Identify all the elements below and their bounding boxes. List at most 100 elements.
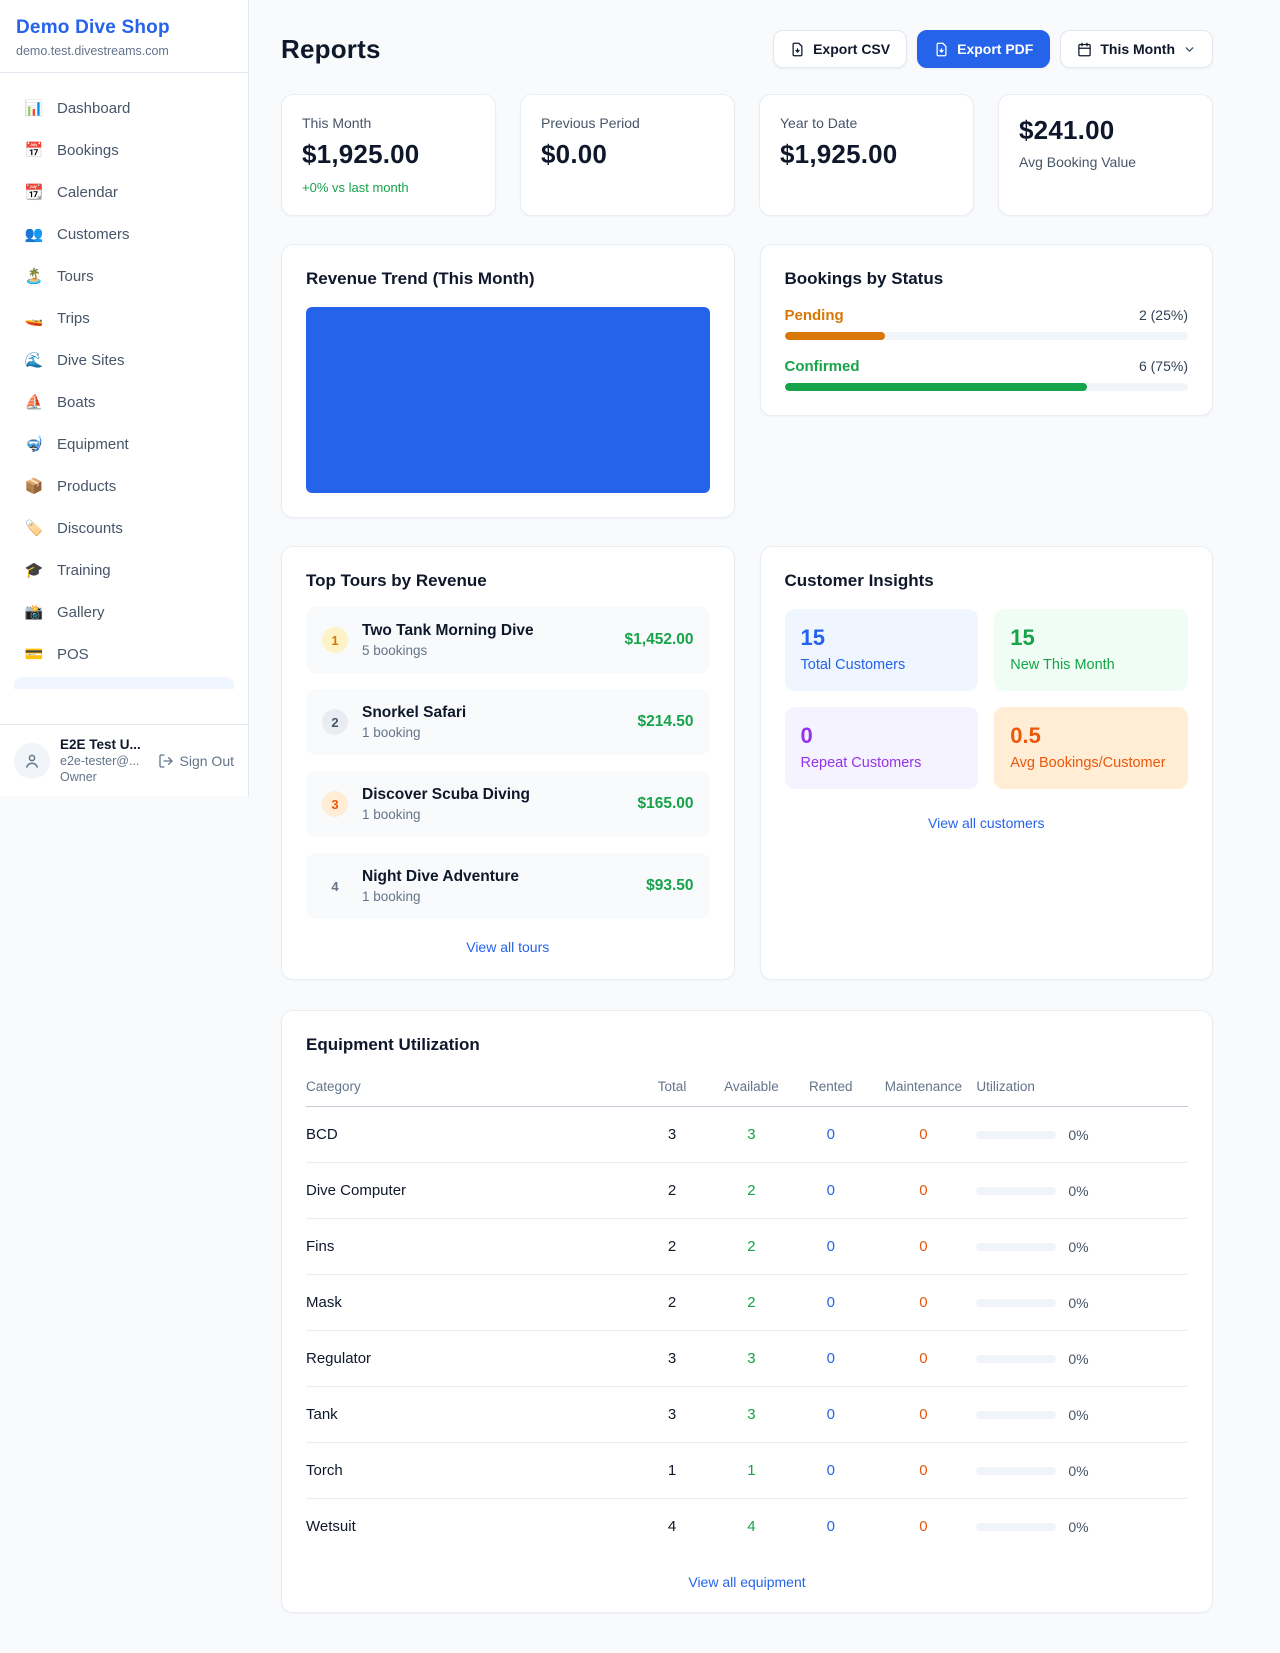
- sidebar-item-label: Dive Sites: [57, 351, 125, 369]
- column-header: Rented: [791, 1069, 871, 1107]
- export-csv-label: Export CSV: [813, 41, 891, 57]
- cell-rented: 0: [826, 1518, 835, 1535]
- sidebar-item-label: Bookings: [57, 141, 119, 159]
- user-role: Owner: [60, 770, 97, 784]
- utilization-percent: 0%: [1068, 1462, 1089, 1479]
- cell-total: 4: [667, 1518, 677, 1535]
- status-bar-track: [784, 332, 1188, 340]
- sidebar-item-label: Boats: [57, 393, 96, 411]
- status-value: 6 (75%): [1138, 358, 1188, 374]
- sign-out-button[interactable]: Sign Out: [158, 753, 234, 769]
- sidebar-item-products[interactable]: 📦 Products: [14, 467, 234, 505]
- cell-rented: 0: [791, 1218, 871, 1275]
- export-pdf-button[interactable]: Export PDF: [917, 30, 1051, 68]
- dashboard-icon: 📊: [24, 100, 44, 117]
- sidebar-item-calendar[interactable]: 📆 Calendar: [14, 173, 234, 211]
- sidebar-item-label: Discounts: [57, 519, 123, 537]
- sidebar-item-label: Trips: [57, 309, 90, 327]
- sidebar-item-reports-partial[interactable]: [14, 677, 234, 689]
- tag-icon: 🏷️: [24, 520, 44, 537]
- cell-rented: 0: [791, 1442, 871, 1499]
- page-header: Reports Export CSV Export PDF This Month: [281, 30, 1213, 68]
- view-all-equipment-link[interactable]: View all equipment: [688, 1574, 806, 1590]
- cell-rented: 0: [791, 1386, 871, 1443]
- equipment-utilization-title: Equipment Utilization: [306, 1035, 480, 1054]
- cell-maintenance: 0: [870, 1442, 977, 1499]
- calendar-outline-icon: [1078, 42, 1092, 56]
- status-value: 2 (25%): [1138, 307, 1188, 323]
- status-bar-fill: [784, 332, 886, 340]
- sidebar-item-gallery[interactable]: 📸 Gallery: [14, 593, 234, 631]
- utilization-bar: [976, 1354, 1057, 1363]
- customer-insights-title: Customer Insights: [784, 571, 934, 590]
- utilization-bar: [976, 1466, 1057, 1475]
- insight-label: Avg Bookings/Customer: [1010, 755, 1166, 771]
- tour-name: Two Tank Morning Dive: [362, 622, 534, 639]
- stat-card-previous-period: Previous Period $0.00: [520, 94, 735, 216]
- user-email: e2e-tester@...: [60, 754, 140, 768]
- sidebar-item-discounts[interactable]: 🏷️ Discounts: [14, 509, 234, 547]
- tour-revenue: $165.00: [637, 795, 694, 812]
- sidebar-nav: 📊 Dashboard 📅 Bookings 📆 Calendar 👥 Cust…: [0, 73, 248, 724]
- cell-total: 2: [632, 1274, 712, 1331]
- sidebar-item-training[interactable]: 🎓 Training: [14, 551, 234, 589]
- view-all-customers-link[interactable]: View all customers: [928, 815, 1045, 831]
- export-csv-button[interactable]: Export CSV: [773, 30, 908, 68]
- shop-name-link[interactable]: Demo Dive Shop: [16, 17, 170, 38]
- sidebar-item-boats[interactable]: ⛵ Boats: [14, 383, 234, 421]
- sidebar-item-customers[interactable]: 👥 Customers: [14, 215, 234, 253]
- speedboat-icon: 🚤: [24, 310, 44, 327]
- top-tours-title: Top Tours by Revenue: [306, 571, 487, 590]
- utilization-percent: 0%: [1068, 1350, 1089, 1367]
- sidebar-item-label: Dashboard: [57, 99, 131, 117]
- list-item: 1 Two Tank Morning Dive 5 bookings $1,45…: [306, 607, 710, 673]
- insight-tile-total-customers: 15 Total Customers: [784, 609, 979, 691]
- table-row: Regulator 3 3 0 0 0%: [306, 1330, 1188, 1387]
- list-item: 4 Night Dive Adventure 1 booking $93.50: [306, 853, 710, 919]
- stat-value: $1,925.00: [780, 139, 898, 169]
- avatar: [14, 742, 50, 779]
- sidebar-item-pos[interactable]: 💳 POS: [14, 635, 234, 673]
- equipment-table: Category Total Available Rented Maintena…: [306, 1069, 1188, 1554]
- utilization-percent: 0%: [1068, 1518, 1089, 1535]
- customer-insights-card: Customer Insights 15 Total Customers 15 …: [759, 546, 1213, 980]
- tour-bookings: 5 bookings: [362, 643, 428, 658]
- period-label: This Month: [1100, 41, 1175, 57]
- sidebar-item-bookings[interactable]: 📅 Bookings: [14, 131, 234, 169]
- stat-value: $0.00: [541, 139, 608, 169]
- sidebar-item-label: Training: [57, 561, 111, 579]
- sidebar-item-tours[interactable]: 🏝️ Tours: [14, 257, 234, 295]
- insight-label: New This Month: [1010, 657, 1115, 673]
- stat-value: $1,925.00: [302, 139, 420, 169]
- cell-rented: 0: [791, 1274, 871, 1331]
- period-dropdown[interactable]: This Month: [1060, 30, 1213, 68]
- sidebar-item-label: Equipment: [57, 435, 129, 453]
- file-download-icon: [936, 42, 947, 56]
- cell-category: Mask: [306, 1274, 633, 1331]
- insight-value: 15: [800, 625, 825, 650]
- sidebar-item-equipment[interactable]: 🤿 Equipment: [14, 425, 234, 463]
- status-bar-fill: [784, 383, 1088, 391]
- customers-icon: 👥: [24, 226, 44, 243]
- list-item: 2 Snorkel Safari 1 booking $214.50: [306, 689, 710, 755]
- insight-value: 15: [1010, 625, 1035, 650]
- cell-category: Dive Computer: [306, 1162, 633, 1219]
- person-icon: [26, 754, 38, 768]
- sidebar-item-label: Customers: [57, 225, 130, 243]
- view-all-tours-link[interactable]: View all tours: [466, 939, 550, 955]
- column-header: Maintenance: [870, 1069, 977, 1107]
- graduation-cap-icon: 🎓: [24, 562, 44, 579]
- cell-available: 2: [711, 1162, 792, 1219]
- stat-label: This Month: [302, 115, 372, 131]
- sidebar-item-trips[interactable]: 🚤 Trips: [14, 299, 234, 337]
- tour-name: Snorkel Safari: [362, 704, 467, 721]
- top-tours-card: Top Tours by Revenue 1 Two Tank Morning …: [281, 546, 735, 980]
- utilization-bar: [976, 1242, 1057, 1251]
- equipment-utilization-card: Equipment Utilization Category Total Ava…: [281, 1010, 1213, 1613]
- sidebar-item-dashboard[interactable]: 📊 Dashboard: [14, 89, 234, 127]
- chevron-down-icon: [1185, 46, 1194, 52]
- sidebar-item-dive-sites[interactable]: 🌊 Dive Sites: [14, 341, 234, 379]
- cell-category: Regulator: [306, 1330, 633, 1387]
- tour-name: Night Dive Adventure: [362, 868, 520, 885]
- cell-total: 3: [632, 1106, 712, 1163]
